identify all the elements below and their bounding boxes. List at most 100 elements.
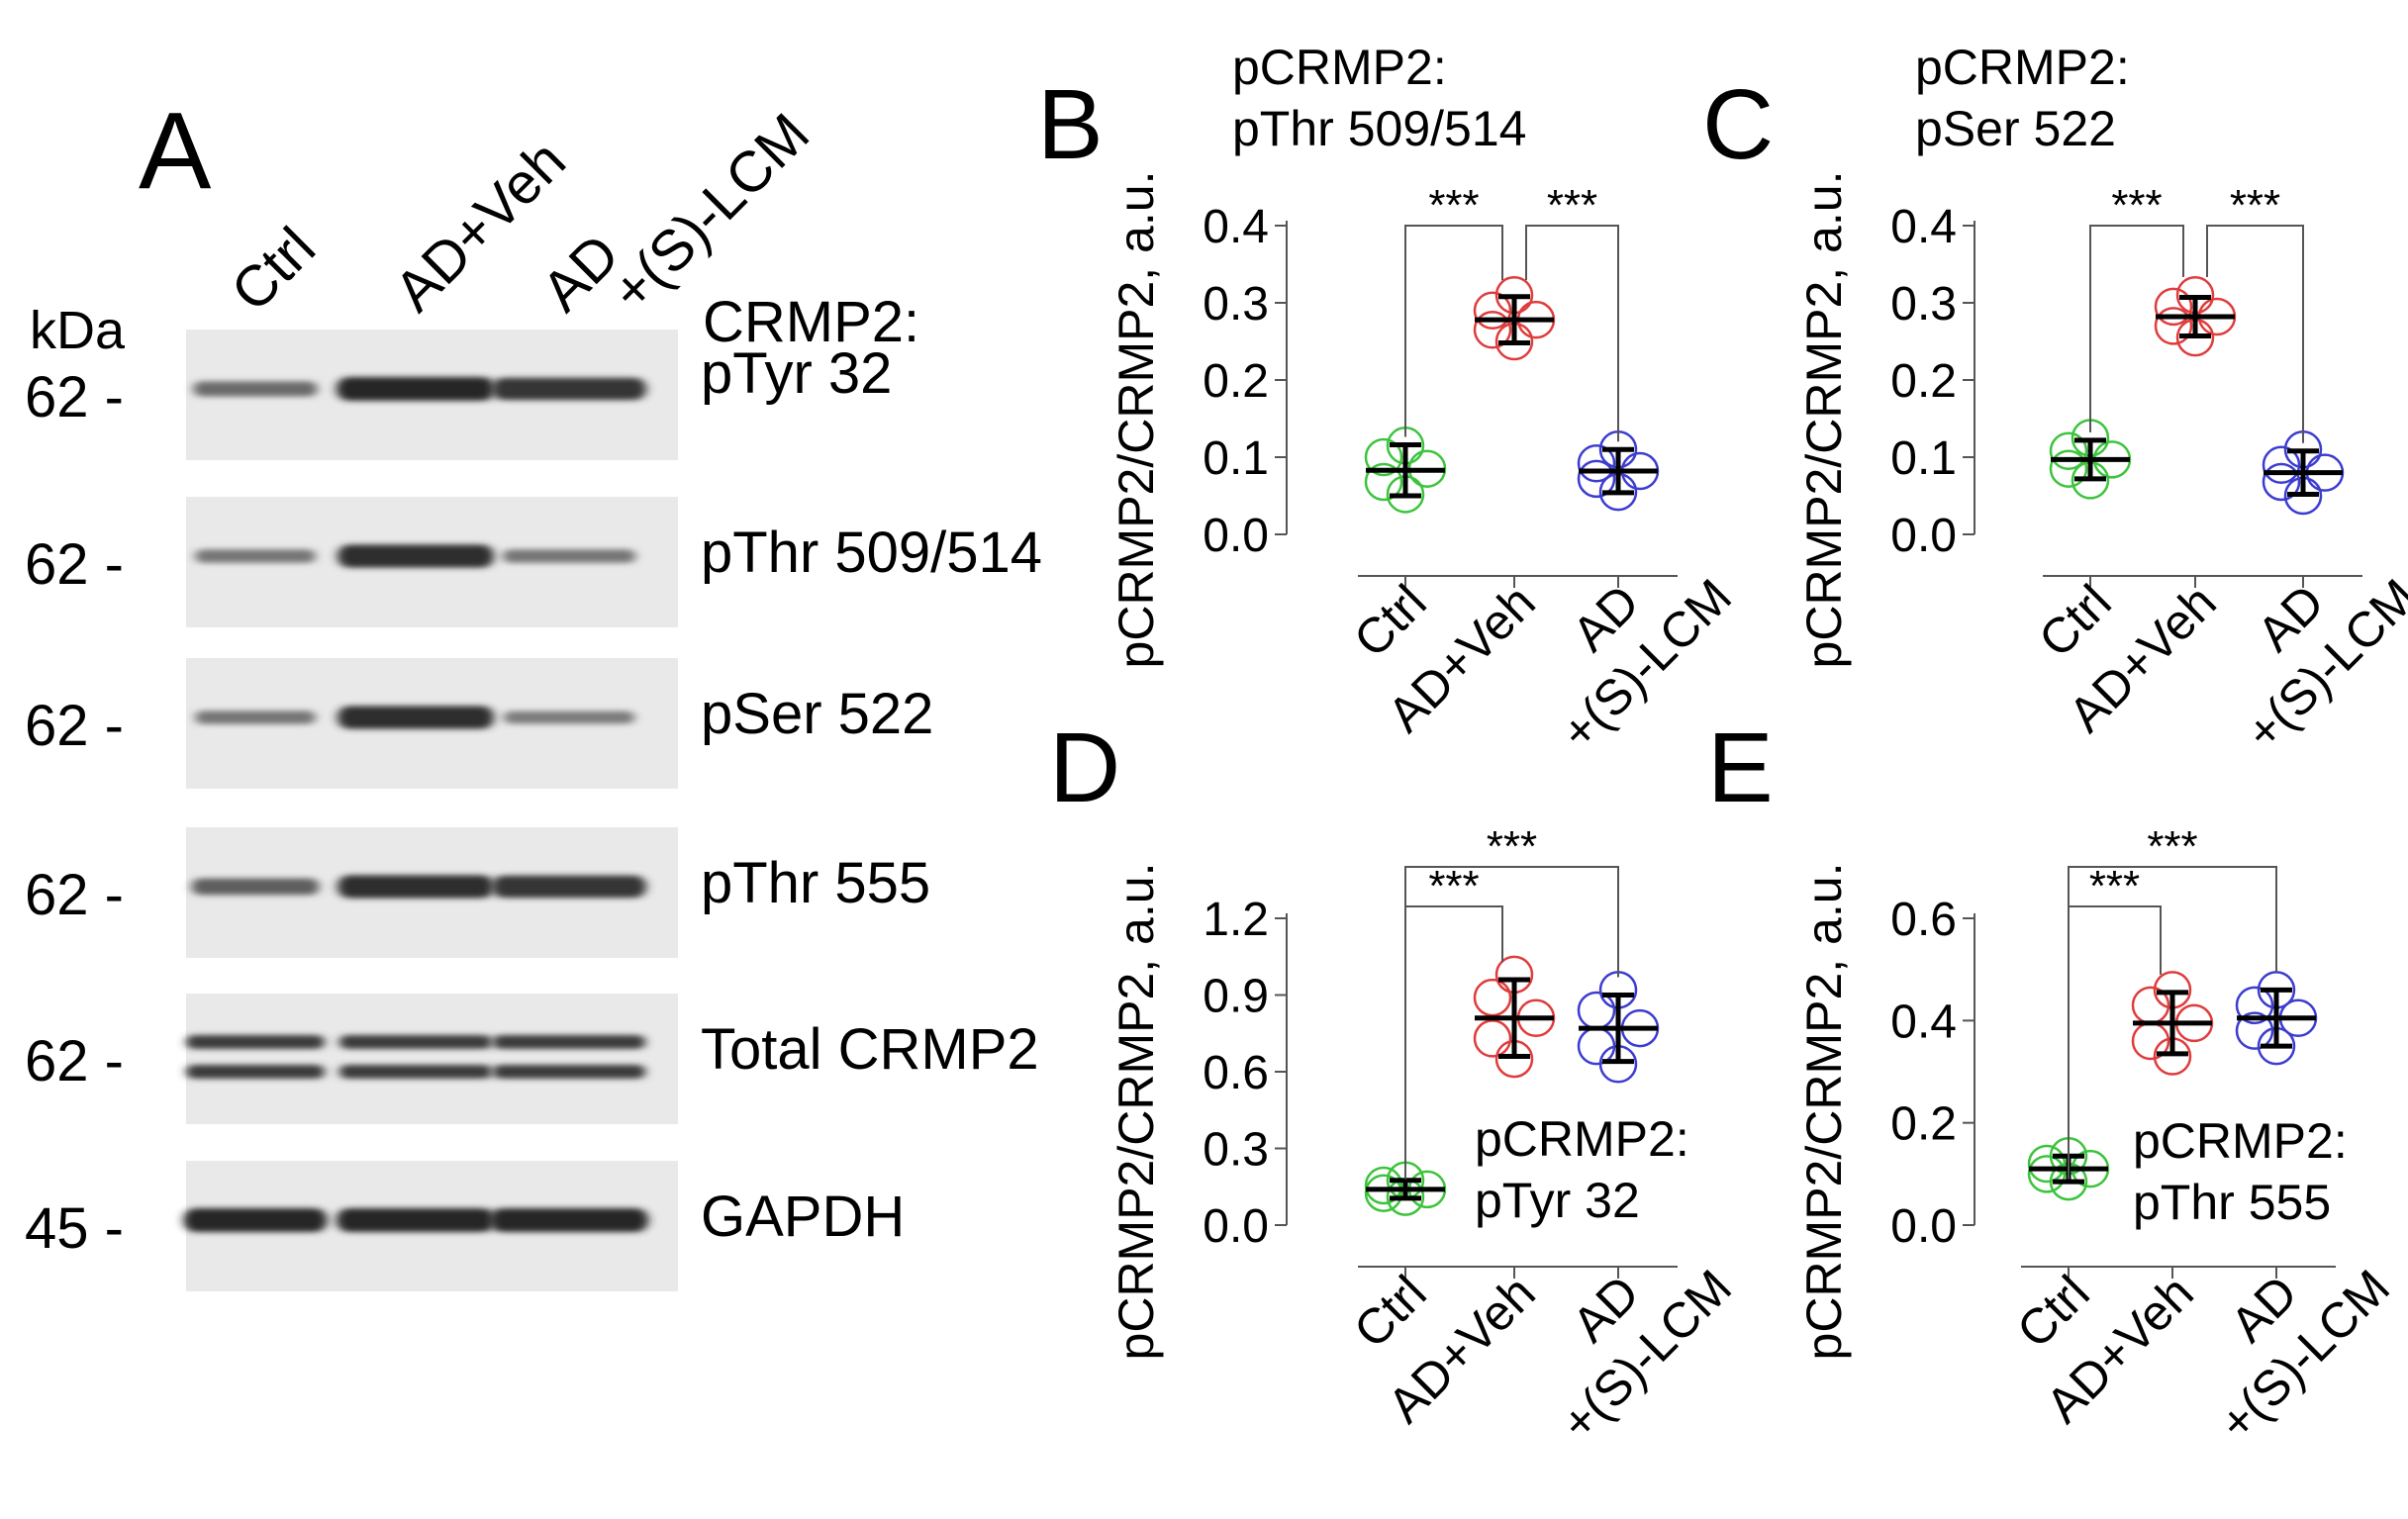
chart-title-line: pThr 555	[2133, 1175, 2331, 1230]
y-tick-label: 0.0	[1890, 1200, 1957, 1253]
blot-band	[193, 381, 318, 397]
blot-band	[493, 1065, 645, 1079]
y-axis-label: pCRMP2/CRMP2, a.u.	[1796, 171, 1852, 669]
blot-band	[337, 706, 494, 729]
y-tick-label: 0.3	[1890, 278, 1957, 331]
kda-marker: 45 -	[25, 1196, 124, 1261]
lane-label-ctrl: Ctrl	[219, 215, 328, 324]
x-category-line: Ctrl	[1343, 1265, 1437, 1359]
blot-band	[493, 1035, 645, 1049]
data-point	[1473, 291, 1512, 331]
data-point	[2262, 445, 2301, 485]
chart-title-line: pSer 522	[1915, 101, 2116, 156]
blot-label: pSer 522	[701, 682, 933, 746]
y-tick-label: 0.4	[1890, 201, 1957, 253]
significance-label: ***	[1487, 822, 1537, 871]
x-category-label: AD+(S)-LCM	[2165, 1216, 2400, 1452]
panel-a-western-blot: A kDa CRMP2: Ctrl AD+Veh AD +(S)-LCM 62 …	[25, 90, 1042, 1291]
chart-title: pCRMP2: pThr 509/514	[1232, 40, 1526, 156]
blot-band	[337, 544, 494, 568]
kda-marker: 62 -	[25, 694, 124, 758]
y-tick-label: 0.2	[1890, 1098, 1957, 1151]
y-axis-label: pCRMP2/CRMP2, a.u.	[1108, 863, 1164, 1361]
blot-band	[337, 875, 494, 899]
chart-title-line: pThr 509/514	[1232, 101, 1526, 156]
panel-letter: D	[1049, 712, 1120, 823]
y-tick-label: 0.2	[1890, 355, 1957, 408]
significance-label: ***	[2147, 822, 2197, 871]
chart-title-line: pCRMP2:	[1232, 40, 1447, 95]
y-tick-label: 0.1	[1890, 432, 1957, 485]
kda-label: kDa	[30, 301, 126, 360]
y-tick-label: 0.6	[1890, 894, 1957, 946]
data-point	[1364, 1174, 1403, 1212]
chart-title-line: pTyr 32	[1475, 1173, 1640, 1228]
significance-label: ***	[1428, 181, 1479, 230]
blot-band	[191, 878, 320, 896]
blot-label: pThr 555	[701, 851, 930, 915]
x-category-label: AD+(S)-LCM	[2191, 525, 2408, 761]
y-tick-label: 0.4	[1890, 996, 1957, 1048]
panel-letter: B	[1037, 69, 1104, 180]
blot-band	[195, 711, 316, 724]
kda-marker: 62 -	[25, 532, 124, 597]
data-point	[1577, 991, 1616, 1030]
blot-strip	[186, 994, 678, 1124]
blot-band	[339, 1035, 492, 1049]
blot-band	[492, 377, 646, 401]
blot-label: pTyr 32	[701, 341, 892, 406]
data-point	[2027, 1144, 2067, 1184]
panel-letter: E	[1707, 712, 1774, 823]
significance-label: ***	[1547, 181, 1597, 230]
blot-band	[337, 377, 495, 401]
significance-label: ***	[2230, 181, 2280, 230]
blot-band	[186, 1035, 325, 1049]
significance-label: ***	[2111, 181, 2162, 230]
y-axis-label: pCRMP2/CRMP2, a.u.	[1108, 171, 1164, 669]
x-category-label: AD+(S)-LCM	[1506, 1216, 1742, 1452]
y-tick-label: 0.0	[1890, 510, 1957, 562]
panel-a-letter: A	[139, 90, 212, 212]
blot-strips: 62 - pTyr 32 62 - pThr 509/514 62 - pSer 522 6…	[25, 330, 1042, 1291]
y-tick-label: 0.0	[1203, 1200, 1269, 1253]
significance-bracket	[1525, 225, 1619, 442]
x-category-line: +(S)-LCM	[1550, 1260, 1742, 1452]
kda-marker: 62 -	[25, 863, 124, 927]
blot-band	[504, 711, 634, 724]
data-point	[1364, 437, 1403, 477]
data-point	[1577, 443, 1616, 483]
significance-label: ***	[2089, 862, 2140, 910]
blot-label: GAPDH	[701, 1185, 905, 1249]
y-tick-label: 0.3	[1203, 1124, 1269, 1177]
chart-title: pCRMP2: pSer 522	[1915, 40, 2130, 156]
significance-bracket	[1404, 225, 1503, 437]
data-point	[2049, 449, 2088, 488]
blot-band	[337, 1208, 495, 1232]
x-category-line: Ctrl	[1343, 574, 1437, 668]
data-point	[1364, 1166, 1403, 1205]
kda-marker: 62 -	[25, 1029, 124, 1093]
y-tick-label: 0.3	[1203, 278, 1269, 331]
y-tick-label: 0.6	[1203, 1047, 1269, 1099]
chart-title-line: pCRMP2:	[1915, 40, 2130, 95]
data-point	[1577, 1026, 1616, 1066]
data-point	[2235, 986, 2274, 1025]
data-point	[2027, 1155, 2067, 1193]
data-point	[1473, 978, 1512, 1017]
kda-marker: 62 -	[25, 365, 124, 429]
blot-band	[183, 1208, 328, 1232]
y-tick-label: 0.2	[1203, 355, 1269, 408]
chart-title-line: pCRMP2:	[2133, 1113, 2348, 1169]
y-tick-label: 1.2	[1203, 894, 1269, 946]
x-category-line: +(S)-LCM	[2208, 1260, 2400, 1452]
blot-band	[490, 1208, 648, 1232]
data-point	[1473, 1019, 1512, 1058]
chart-title: pCRMP2: pTyr 32	[1475, 1111, 1689, 1228]
blot-band	[492, 875, 646, 899]
blot-band	[186, 1065, 325, 1079]
data-point	[2049, 431, 2088, 471]
data-point	[2262, 462, 2301, 502]
